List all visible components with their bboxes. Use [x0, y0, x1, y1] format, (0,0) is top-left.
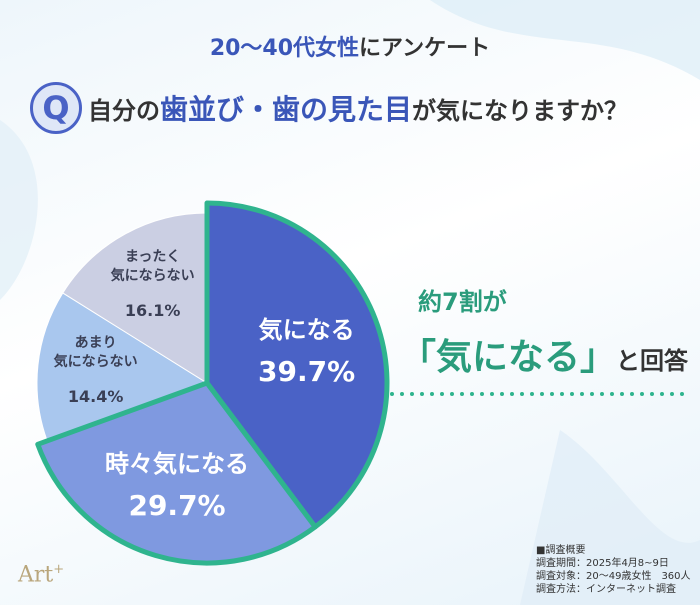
slice-value: 14.4%	[67, 387, 124, 407]
pie-slice	[204, 200, 390, 530]
logo-text: Art	[18, 562, 54, 588]
question-pre: 自分の	[88, 97, 160, 125]
slice-value: 39.7%	[258, 354, 356, 388]
footnote-heading: ■調査概要	[536, 545, 586, 556]
slice-value: 29.7%	[128, 488, 226, 522]
footnote: ■調査概要 調査期間：2025年4月8~9日 調査対象：20〜49歳女性 360…	[536, 544, 691, 596]
footnote-line: 調査期間：2025年4月8~9日	[536, 558, 669, 569]
pie-slice	[35, 380, 318, 566]
callout-rest: と回答	[616, 347, 689, 375]
title: 20〜40代女性にアンケート	[0, 30, 700, 62]
slice-value: 16.1%	[124, 301, 181, 321]
question-post: が気になりますか？	[412, 97, 629, 125]
slice-category: 気になる	[258, 315, 355, 344]
callout-line1: 約7割が	[418, 288, 507, 316]
slice-category: あまり 気にならない	[53, 335, 138, 371]
slice-category: 時々気になる	[105, 449, 250, 478]
question-highlight: 歯並び・歯の見た目	[160, 93, 413, 126]
footnote-line: 調査対象：20〜49歳女性 360人	[536, 571, 691, 582]
pie-slice	[62, 212, 208, 384]
pie-slice	[36, 292, 208, 442]
logo: Art+	[18, 562, 64, 587]
title-rest: にアンケート	[359, 36, 491, 61]
footnote-line: 調査方法：インターネット調査	[536, 584, 676, 595]
slice-category: まったく 気にならない	[110, 249, 195, 285]
title-highlight: 20〜40代女性	[209, 36, 360, 61]
question: 自分の歯並び・歯の見た目が気になりますか？	[88, 88, 628, 128]
q-icon: Q	[30, 82, 82, 134]
logo-sup: +	[53, 562, 65, 577]
callout-quote: 「気になる」	[400, 337, 617, 378]
callout-line2: 「気になる」と回答	[400, 328, 688, 380]
